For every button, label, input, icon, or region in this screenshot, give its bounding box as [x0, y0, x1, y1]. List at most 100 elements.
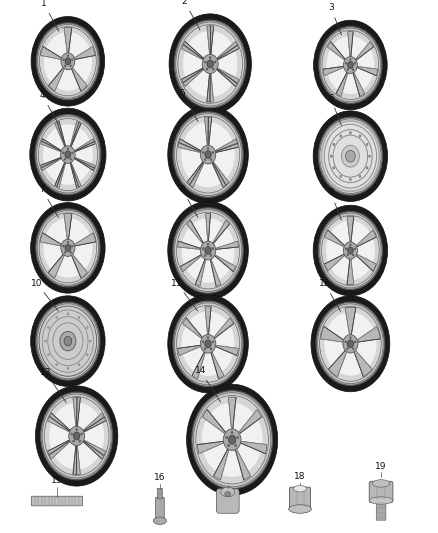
- Ellipse shape: [67, 55, 69, 56]
- Ellipse shape: [350, 132, 351, 134]
- FancyBboxPatch shape: [369, 481, 393, 503]
- Ellipse shape: [343, 56, 357, 74]
- Polygon shape: [211, 161, 226, 187]
- Polygon shape: [181, 247, 202, 264]
- Ellipse shape: [60, 332, 76, 351]
- Polygon shape: [49, 423, 71, 449]
- Ellipse shape: [36, 209, 100, 287]
- Ellipse shape: [39, 213, 97, 283]
- Ellipse shape: [63, 152, 64, 154]
- Ellipse shape: [37, 304, 99, 378]
- Ellipse shape: [74, 432, 80, 440]
- Polygon shape: [46, 158, 65, 182]
- Polygon shape: [41, 157, 62, 168]
- Polygon shape: [188, 69, 209, 97]
- Polygon shape: [71, 158, 90, 182]
- Ellipse shape: [191, 390, 273, 490]
- Ellipse shape: [48, 326, 49, 328]
- Ellipse shape: [38, 25, 98, 98]
- Ellipse shape: [372, 480, 390, 487]
- Ellipse shape: [63, 245, 64, 247]
- Ellipse shape: [67, 241, 69, 243]
- Ellipse shape: [366, 167, 368, 169]
- Text: 2: 2: [182, 0, 200, 30]
- Ellipse shape: [202, 248, 204, 249]
- Ellipse shape: [205, 340, 211, 348]
- Ellipse shape: [174, 20, 246, 108]
- Ellipse shape: [229, 435, 236, 444]
- Ellipse shape: [200, 334, 216, 353]
- Polygon shape: [327, 312, 349, 340]
- Polygon shape: [73, 398, 77, 428]
- Ellipse shape: [289, 505, 311, 513]
- Ellipse shape: [173, 208, 243, 293]
- Polygon shape: [213, 318, 233, 340]
- FancyBboxPatch shape: [155, 497, 164, 521]
- Polygon shape: [327, 49, 346, 69]
- Polygon shape: [182, 228, 203, 248]
- Ellipse shape: [174, 114, 242, 196]
- Ellipse shape: [174, 303, 242, 385]
- Ellipse shape: [89, 340, 91, 342]
- Ellipse shape: [41, 392, 113, 480]
- Polygon shape: [183, 51, 204, 77]
- Polygon shape: [55, 403, 76, 431]
- Polygon shape: [328, 67, 347, 90]
- Ellipse shape: [318, 117, 382, 195]
- Polygon shape: [214, 241, 238, 249]
- Ellipse shape: [354, 341, 356, 343]
- Polygon shape: [197, 441, 225, 454]
- Polygon shape: [353, 71, 365, 96]
- Ellipse shape: [39, 27, 96, 96]
- Polygon shape: [57, 254, 79, 278]
- Polygon shape: [239, 420, 263, 444]
- Text: 17: 17: [222, 474, 233, 483]
- Ellipse shape: [212, 68, 214, 70]
- Polygon shape: [328, 349, 347, 377]
- Polygon shape: [72, 243, 92, 269]
- Ellipse shape: [366, 143, 368, 146]
- Ellipse shape: [347, 247, 353, 254]
- Polygon shape: [345, 307, 356, 336]
- Ellipse shape: [61, 53, 75, 70]
- Ellipse shape: [86, 354, 88, 356]
- Polygon shape: [331, 221, 350, 246]
- Ellipse shape: [39, 118, 97, 191]
- Ellipse shape: [209, 56, 211, 59]
- Ellipse shape: [37, 211, 99, 285]
- Ellipse shape: [36, 116, 99, 193]
- Ellipse shape: [353, 254, 354, 256]
- Ellipse shape: [35, 22, 100, 101]
- Polygon shape: [188, 31, 209, 59]
- Ellipse shape: [231, 432, 233, 434]
- Polygon shape: [71, 127, 90, 151]
- Polygon shape: [209, 122, 233, 151]
- Ellipse shape: [174, 209, 242, 292]
- Polygon shape: [195, 257, 206, 286]
- Polygon shape: [187, 160, 204, 185]
- Text: 13: 13: [40, 368, 66, 402]
- Ellipse shape: [346, 150, 355, 162]
- Ellipse shape: [173, 19, 247, 109]
- Polygon shape: [193, 219, 208, 244]
- Polygon shape: [70, 161, 81, 187]
- Text: 11: 11: [171, 279, 198, 311]
- Polygon shape: [210, 26, 214, 56]
- Ellipse shape: [67, 313, 69, 315]
- Polygon shape: [41, 139, 63, 152]
- Polygon shape: [46, 219, 67, 245]
- Ellipse shape: [69, 426, 85, 446]
- Polygon shape: [182, 45, 205, 61]
- Ellipse shape: [30, 108, 106, 201]
- Ellipse shape: [65, 244, 71, 252]
- Polygon shape: [215, 42, 237, 60]
- Polygon shape: [82, 440, 104, 459]
- Ellipse shape: [35, 208, 101, 288]
- Ellipse shape: [318, 304, 383, 384]
- Polygon shape: [195, 161, 221, 187]
- Polygon shape: [208, 117, 212, 147]
- Ellipse shape: [221, 487, 235, 497]
- Polygon shape: [40, 233, 63, 246]
- Ellipse shape: [56, 317, 57, 319]
- Polygon shape: [356, 326, 380, 342]
